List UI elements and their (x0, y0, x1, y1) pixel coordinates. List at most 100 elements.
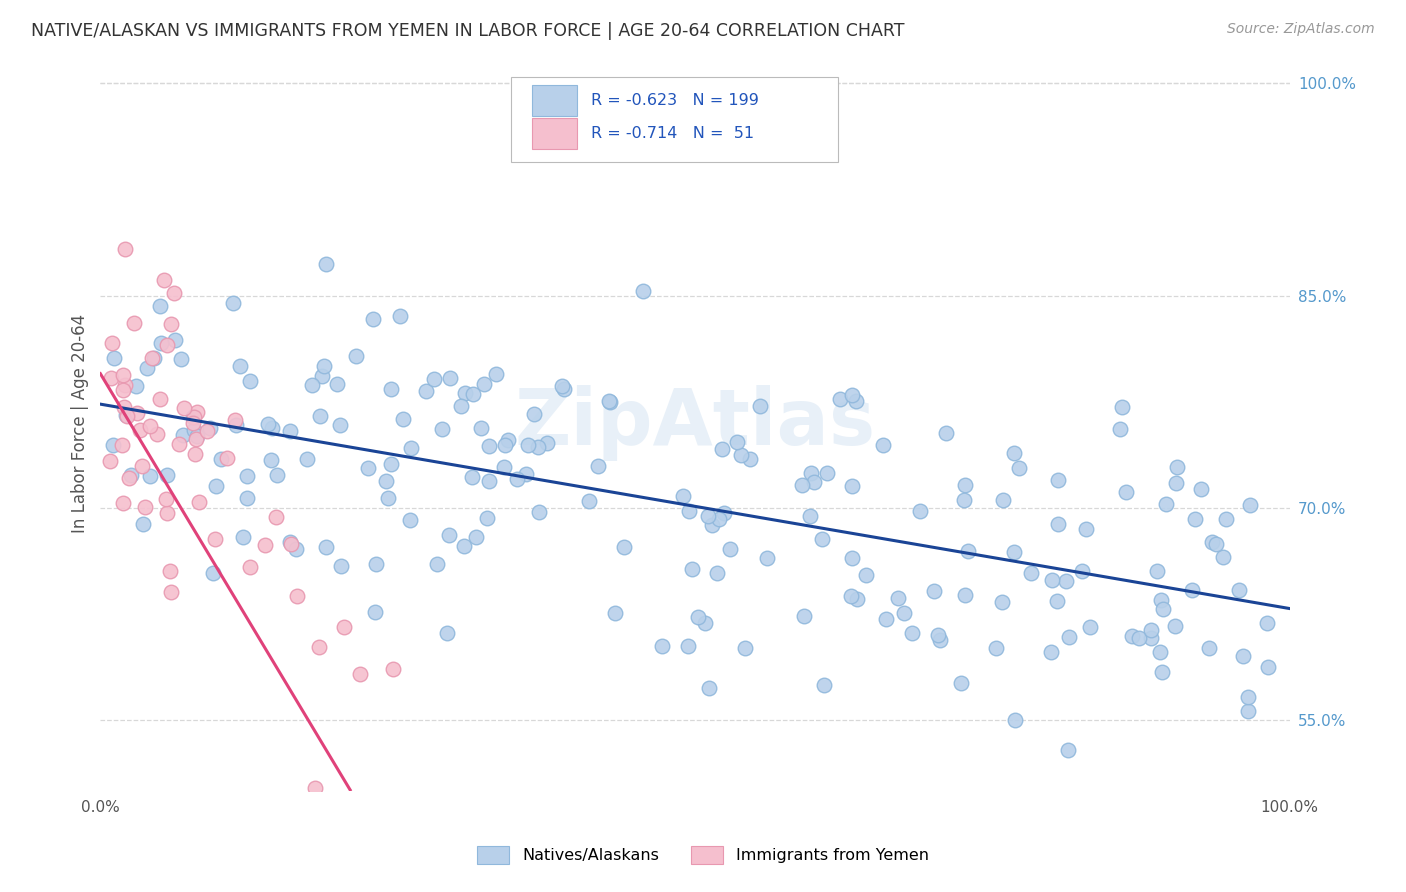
Point (160, 318, 183, 332)
Point (1150, 592, 1173, 607)
Point (156, 468, 179, 483)
Point (1042, 573, 1064, 587)
Point (122, 317, 145, 331)
Point (236, 491, 259, 506)
Point (264, 510, 287, 524)
Point (315, 540, 337, 554)
Point (678, 503, 700, 517)
Point (1071, 565, 1094, 579)
Point (125, 379, 148, 393)
Point (1057, 743, 1080, 757)
Point (439, 370, 461, 384)
Text: NATIVE/ALASKAN VS IMMIGRANTS FROM YEMEN IN LABOR FORCE | AGE 20-64 CORRELATION C: NATIVE/ALASKAN VS IMMIGRANTS FROM YEMEN … (31, 22, 904, 40)
Point (1046, 516, 1069, 531)
Point (718, 542, 741, 557)
Point (1212, 549, 1234, 564)
Point (1189, 482, 1212, 496)
Point (183, 410, 205, 425)
Point (254, 538, 277, 552)
Point (839, 590, 862, 604)
Point (893, 606, 915, 620)
Point (494, 438, 516, 452)
Point (209, 452, 232, 467)
Point (841, 479, 863, 493)
Point (380, 457, 402, 471)
Point (748, 399, 770, 413)
Point (1227, 582, 1250, 597)
Point (111, 438, 134, 452)
Point (1164, 619, 1187, 633)
Point (229, 359, 252, 373)
Point (1152, 601, 1174, 615)
Point (815, 466, 838, 480)
Point (1139, 623, 1161, 637)
Bar (531, 86, 578, 116)
Point (810, 532, 832, 546)
Point (845, 591, 868, 606)
Point (1002, 545, 1025, 559)
Point (266, 467, 288, 482)
Point (1201, 534, 1223, 549)
Text: ZipAtlas: ZipAtlas (515, 385, 876, 461)
Point (357, 460, 380, 475)
Point (167, 437, 190, 451)
Point (526, 440, 548, 454)
Point (257, 417, 280, 432)
Point (131, 459, 153, 474)
Point (149, 392, 172, 406)
Point (613, 540, 636, 554)
Point (496, 433, 519, 447)
Point (952, 493, 974, 508)
Point (631, 285, 654, 299)
Point (285, 542, 308, 557)
Point (922, 584, 945, 599)
Point (114, 378, 136, 392)
Point (132, 516, 155, 531)
Point (713, 506, 735, 520)
Point (855, 568, 877, 582)
Point (935, 425, 957, 440)
Point (799, 508, 821, 523)
Point (707, 512, 730, 526)
Point (676, 639, 699, 653)
Point (553, 382, 575, 396)
Point (1108, 421, 1130, 435)
Point (222, 295, 245, 310)
Point (304, 780, 326, 795)
Point (155, 506, 177, 520)
Point (311, 368, 333, 383)
Point (1156, 497, 1178, 511)
Point (101, 438, 124, 452)
Point (671, 489, 693, 503)
Point (112, 383, 135, 397)
Point (586, 459, 609, 474)
Point (1257, 659, 1279, 673)
Point (423, 371, 446, 385)
Point (155, 492, 177, 507)
Point (138, 468, 160, 483)
Point (790, 478, 813, 492)
Point (112, 496, 135, 510)
Point (529, 505, 551, 519)
Point (333, 620, 356, 634)
Point (117, 471, 139, 485)
Point (285, 590, 308, 604)
Point (330, 559, 353, 574)
Point (1115, 485, 1137, 500)
Point (344, 349, 367, 363)
Point (115, 409, 138, 423)
Point (841, 388, 863, 402)
Point (1239, 498, 1261, 512)
Point (1059, 630, 1081, 644)
Point (259, 453, 281, 467)
Point (536, 435, 558, 450)
Point (186, 429, 208, 443)
Point (872, 438, 894, 452)
Point (112, 400, 135, 414)
Point (103, 351, 125, 365)
Point (186, 405, 208, 419)
Point (465, 530, 488, 544)
Point (224, 413, 246, 427)
Point (955, 478, 977, 492)
Point (908, 504, 931, 518)
